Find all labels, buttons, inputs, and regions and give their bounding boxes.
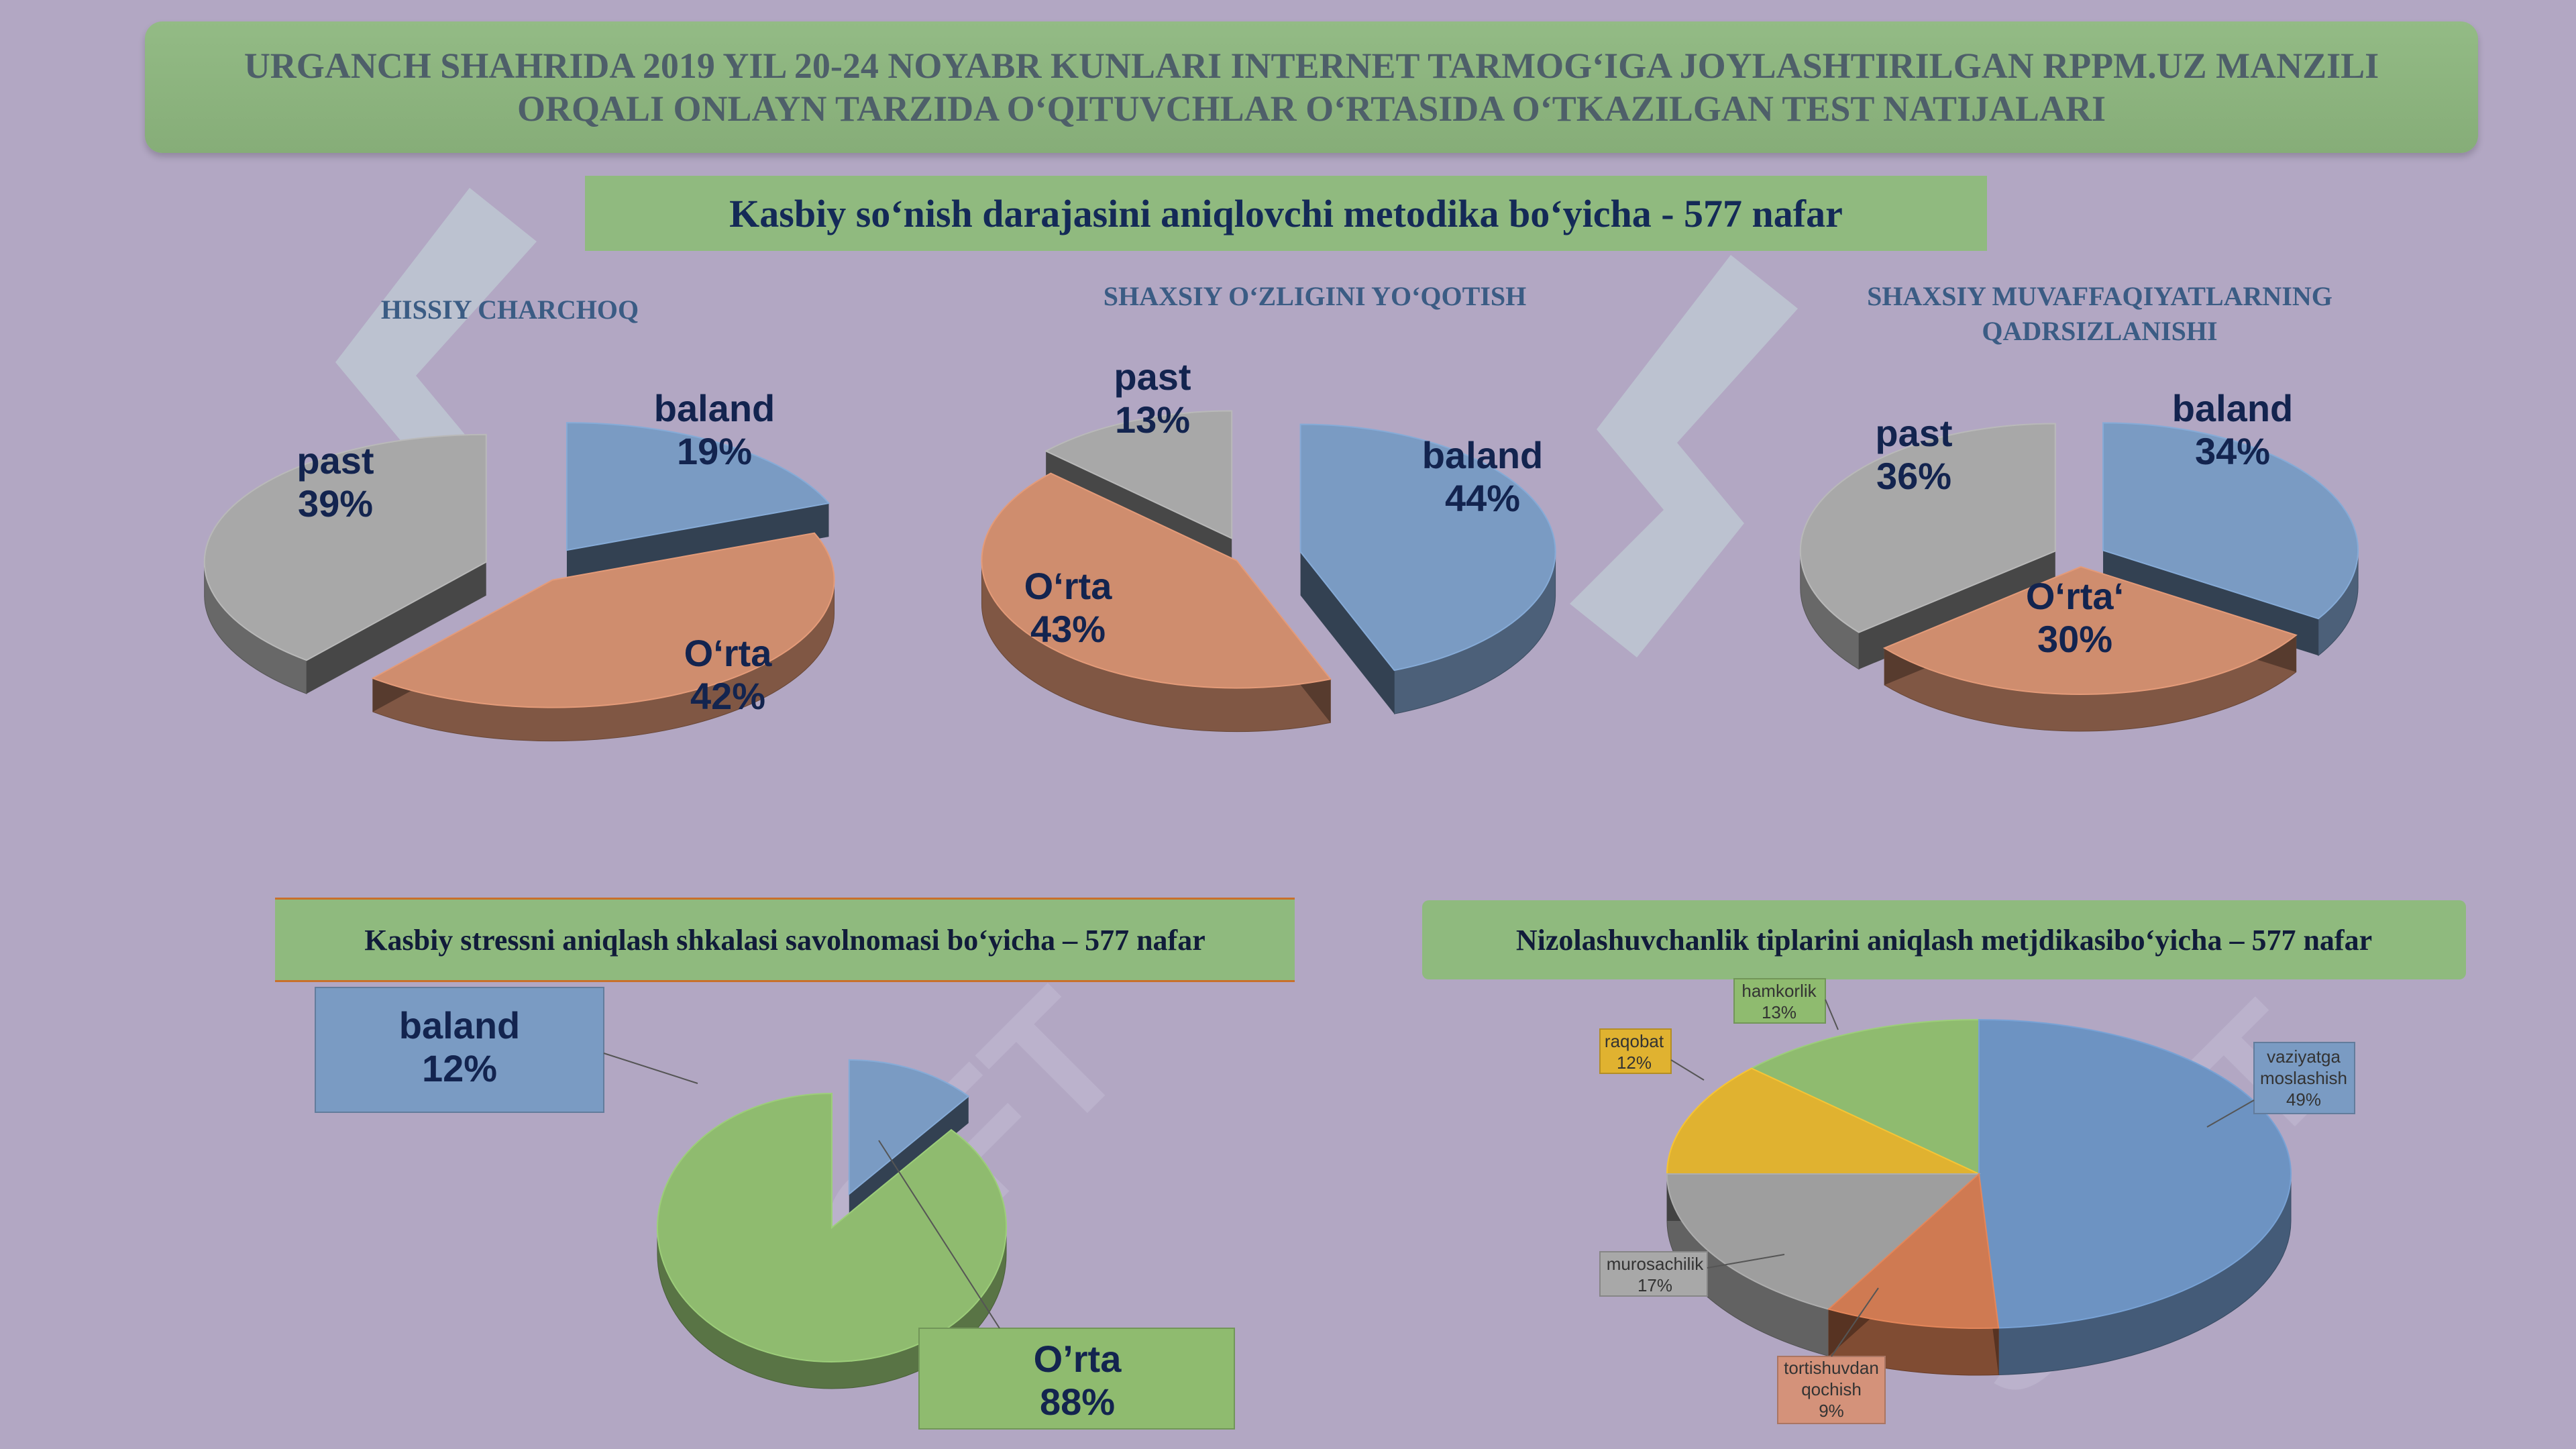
stress-banner: Kasbiy stressni aniqlash shkalasi savoln… [275,898,1295,982]
pie-slice-4-0 [1978,1018,2292,1329]
page-subtitle: Kasbiy so‘nish darajasini aniqlovchi met… [729,191,1843,235]
pie-chart-0: baland 19% O‘rta 42% past 39% [203,387,835,742]
pie-leader-3-1 [878,1140,1000,1329]
pie-leader-4-2 [1707,1254,1785,1269]
pie-label-1-2: past 13% [1114,356,1191,441]
pie-label-box-4-1 [1777,1356,1886,1424]
pie-leader-4-1 [1831,1287,1879,1357]
pie-label-box-3-1 [918,1328,1235,1430]
pie-label-box-4-2 [1599,1251,1708,1297]
pie-label-1-0: baland 44% [1422,434,1543,519]
pie-label-0-2: past 39% [297,439,374,525]
pie-label-4-3: raqobat 12% [1605,1031,1664,1073]
chart3-title: SHAXSIY MUVAFFAQIYATLARNING QADRSIZLANIS… [1867,281,2332,346]
pie-label-box-4-0 [2253,1042,2355,1114]
subtitle-banner: Kasbiy so‘nish darajasini aniqlovchi met… [585,176,1987,251]
pie-slice-2-1 [1882,566,2298,695]
pie-label-2-2: past 36% [1875,412,1952,497]
pie-chart-4: vaziyatga moslashish 49% tortishuvdan qochis… [1599,978,2355,1424]
pie-slice-4-1 [1827,1172,2000,1329]
stress-title: Kasbiy stressni aniqlash shkalasi savoln… [364,923,1205,957]
pie-slice-4-2 [1666,1173,1981,1310]
pie-label-2-0: baland 34% [2172,387,2293,472]
pie-label-0-1: O‘rta 42% [684,632,773,717]
header-banner: URGANCH SHAHRIDA 2019 YIL 20-24 NOYABR K… [145,21,2478,153]
conflict-banner: Nizolashuvchanlik tiplarini aniqlash met… [1422,900,2466,979]
pie-slice-4-4 [1750,1018,1980,1175]
pie-label-4-0: vaziyatga moslashish 49% [2260,1046,2347,1110]
pie-slice-2-2 [1799,423,2056,633]
pie-slice-2-0 [2102,422,2359,620]
pie-chart-3: baland 12% O’rta 88% [315,987,1235,1430]
pie-label-4-2: murosachilik 17% [1607,1254,1704,1295]
pie-leader-4-0 [2206,1099,2255,1128]
pie-slice-4-3 [1666,1067,1980,1175]
pie-face-0-0-1 [566,503,829,584]
page-title: URGANCH SHAHRIDA 2019 YIL 20-24 NOYABR K… [244,46,2379,129]
conflict-title: Nizolashuvchanlik tiplarini aniqlash met… [1515,923,2373,957]
pie-slice-0-2 [203,433,487,661]
chart1-title: HISSIY CHARCHOQ [380,294,639,325]
pie-leader-3-0 [603,1053,698,1084]
pie-label-4-1: tortishuvdan qochish 9% [1784,1358,1879,1421]
pie-label-4-4: hamkorlik 13% [1741,981,1817,1022]
pie-slice-0-0 [566,422,830,551]
pie-face-1-0-1 [1300,551,1395,714]
pie-label-3-0: baland 12% [399,1004,520,1089]
pie-face-0-2-0 [307,561,486,694]
pie-chart-1: baland 44% O‘rta 43% past 13% [981,356,1556,733]
pie-slice-3-1 [657,1092,1007,1362]
pie-label-2-1: O‘rta‘ 30% [2026,575,2124,660]
pie-slice-1-2 [1044,410,1233,540]
pie-slice-0-1 [371,532,835,708]
pie-label-1-1: O‘rta 43% [1024,565,1113,650]
pie-leader-4-3 [1670,1059,1705,1081]
pie-label-0-0: baland 19% [654,387,775,472]
pie-label-box-4-3 [1599,1028,1672,1074]
pie-slice-1-1 [981,472,1332,689]
pie-label-box-3-0 [315,987,604,1113]
pie-slice-3-0 [848,1059,970,1196]
pie-slice-1-0 [1299,423,1556,672]
pie-label-3-1: O’rta 88% [1034,1338,1122,1423]
pie-chart-2: baland 34% O‘rta‘ 30% past 36% [1799,387,2359,732]
chart2-title: SHAXSIY O‘ZLIGINI YO‘QOTISH [1103,281,1527,311]
pie-leader-4-4 [1825,999,1839,1030]
